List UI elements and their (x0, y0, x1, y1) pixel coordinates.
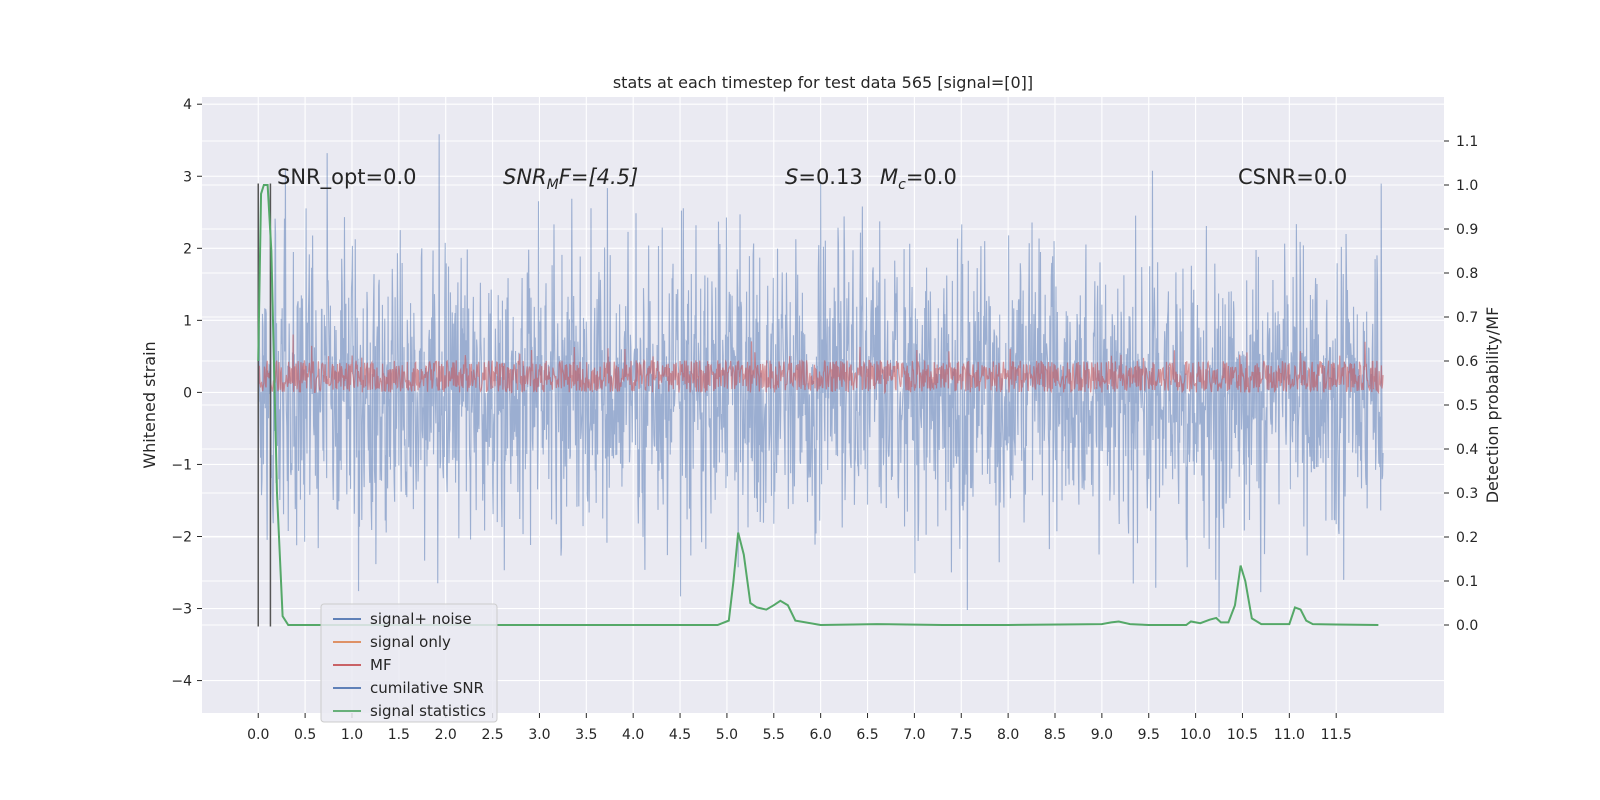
chart-title: stats at each timestep for test data 565… (613, 73, 1033, 92)
x-tick-label-15: 7.5 (950, 727, 972, 743)
y-tick-label-8: 4 (183, 97, 192, 113)
annotation-mc-rest: =0.0 (906, 165, 957, 189)
x-tick-label-21: 10.5 (1227, 727, 1258, 743)
y2-axis-label: Detection probability/MF (1483, 307, 1502, 504)
x-tick-label-0: 0.0 (247, 727, 269, 743)
x-tick-label-11: 5.5 (763, 727, 785, 743)
legend-label-1: signal only (370, 633, 451, 651)
x-tick-label-14: 7.0 (903, 727, 925, 743)
x-tick-label-18: 9.0 (1091, 727, 1113, 743)
x-tick-label-12: 6.0 (810, 727, 832, 743)
y-tick-label-0: −4 (171, 674, 192, 690)
y-tick-label-2: −2 (171, 529, 192, 545)
legend: signal+ noise signal only MF cumilative SNR… (320, 603, 498, 723)
annotation-s: S=0.13 (785, 165, 863, 189)
y2-tick-label-2: 0.2 (1456, 530, 1478, 546)
y2-tick-label-11: 1.1 (1456, 134, 1478, 150)
y2-tick-label-8: 0.8 (1456, 266, 1478, 282)
annotation-s-italic: S (785, 165, 798, 189)
x-tick-label-5: 2.5 (481, 727, 503, 743)
x-tick-label-9: 4.5 (669, 727, 691, 743)
annotation-snr-opt: SNR_opt=0.0 (277, 165, 417, 190)
legend-label-3: cumilative SNR (370, 679, 484, 697)
annotation-s-rest: =0.13 (798, 165, 862, 189)
annotation-snr-mf-rest: F=[4.5] (559, 165, 638, 189)
y2-tick-label-0: 0.0 (1456, 618, 1478, 634)
y-tick-label-1: −3 (171, 602, 192, 618)
x-tick-label-7: 3.5 (575, 727, 597, 743)
signal-plus-noise-line (257, 134, 1384, 617)
annotation-mc-italic: M (880, 165, 898, 189)
x-tick-label-20: 10.0 (1180, 727, 1211, 743)
y2-tick-label-3: 0.3 (1456, 486, 1478, 502)
legend-box (320, 603, 498, 723)
x-tick-label-17: 8.5 (1044, 727, 1066, 743)
y2-tick-label-6: 0.6 (1456, 354, 1478, 370)
legend-label-2: MF (370, 656, 392, 674)
mf-line (257, 334, 1384, 395)
annotations: SNR_opt=0.0 SNRMF=[4.5] S=0.13 Mc=0.0 CS… (277, 165, 1347, 193)
y-tick-label-7: 3 (183, 169, 192, 185)
x-axis-ticks: 0.0 0.5 1.0 1.5 2.0 2.5 3.0 3.5 4.0 4.5 5.0 5.5 6.0 6… (247, 713, 1352, 743)
y-tick-label-4: 0 (183, 385, 192, 401)
x-tick-label-19: 9.5 (1138, 727, 1160, 743)
x-tick-label-13: 6.5 (856, 727, 878, 743)
y-axis-label: Whitened strain (140, 341, 159, 468)
y-axis-ticks: −4 −3 −2 −1 0 1 2 3 4 (171, 97, 202, 690)
x-tick-label-3: 1.5 (388, 727, 410, 743)
y-tick-label-6: 2 (183, 241, 192, 257)
legend-label-4: signal statistics (370, 702, 486, 720)
x-tick-label-4: 2.0 (435, 727, 457, 743)
annotation-snr-mf: SNRMF=[4.5] (503, 165, 638, 193)
y2-axis-ticks: 0.0 0.1 0.2 0.3 0.4 0.5 0.6 0.7 0.8 0.9 1.0 1.1 (1444, 134, 1478, 634)
annotation-csnr: CSNR=0.0 (1238, 165, 1347, 189)
x-tick-label-2: 1.0 (341, 727, 363, 743)
y-tick-label-5: 1 (183, 313, 192, 329)
annotation-snr-mf-sub: M (547, 177, 559, 193)
x-tick-label-16: 8.0 (997, 727, 1019, 743)
y2-tick-label-5: 0.5 (1456, 398, 1478, 414)
y2-tick-label-10: 1.0 (1456, 178, 1478, 194)
x-tick-label-6: 3.0 (528, 727, 550, 743)
x-tick-label-23: 11.5 (1321, 727, 1352, 743)
x-tick-label-10: 5.0 (716, 727, 738, 743)
x-tick-label-1: 0.5 (294, 727, 316, 743)
x-tick-label-8: 4.0 (622, 727, 644, 743)
y2-tick-label-1: 0.1 (1456, 574, 1478, 590)
legend-label-0: signal+ noise (370, 610, 472, 628)
series-mf (257, 334, 1384, 395)
vertical-markers (257, 183, 272, 627)
annotation-mc-sub: c (898, 177, 906, 193)
y-tick-label-3: −1 (171, 457, 192, 473)
annotation-snr-mf-italic: SNR (503, 165, 547, 189)
y2-tick-label-7: 0.7 (1456, 310, 1478, 326)
y2-tick-label-9: 0.9 (1456, 222, 1478, 238)
y2-tick-label-4: 0.4 (1456, 442, 1478, 458)
series-signal-plus-noise (257, 134, 1384, 617)
annotation-mc: Mc=0.0 (880, 165, 957, 193)
x-tick-label-22: 11.0 (1274, 727, 1305, 743)
